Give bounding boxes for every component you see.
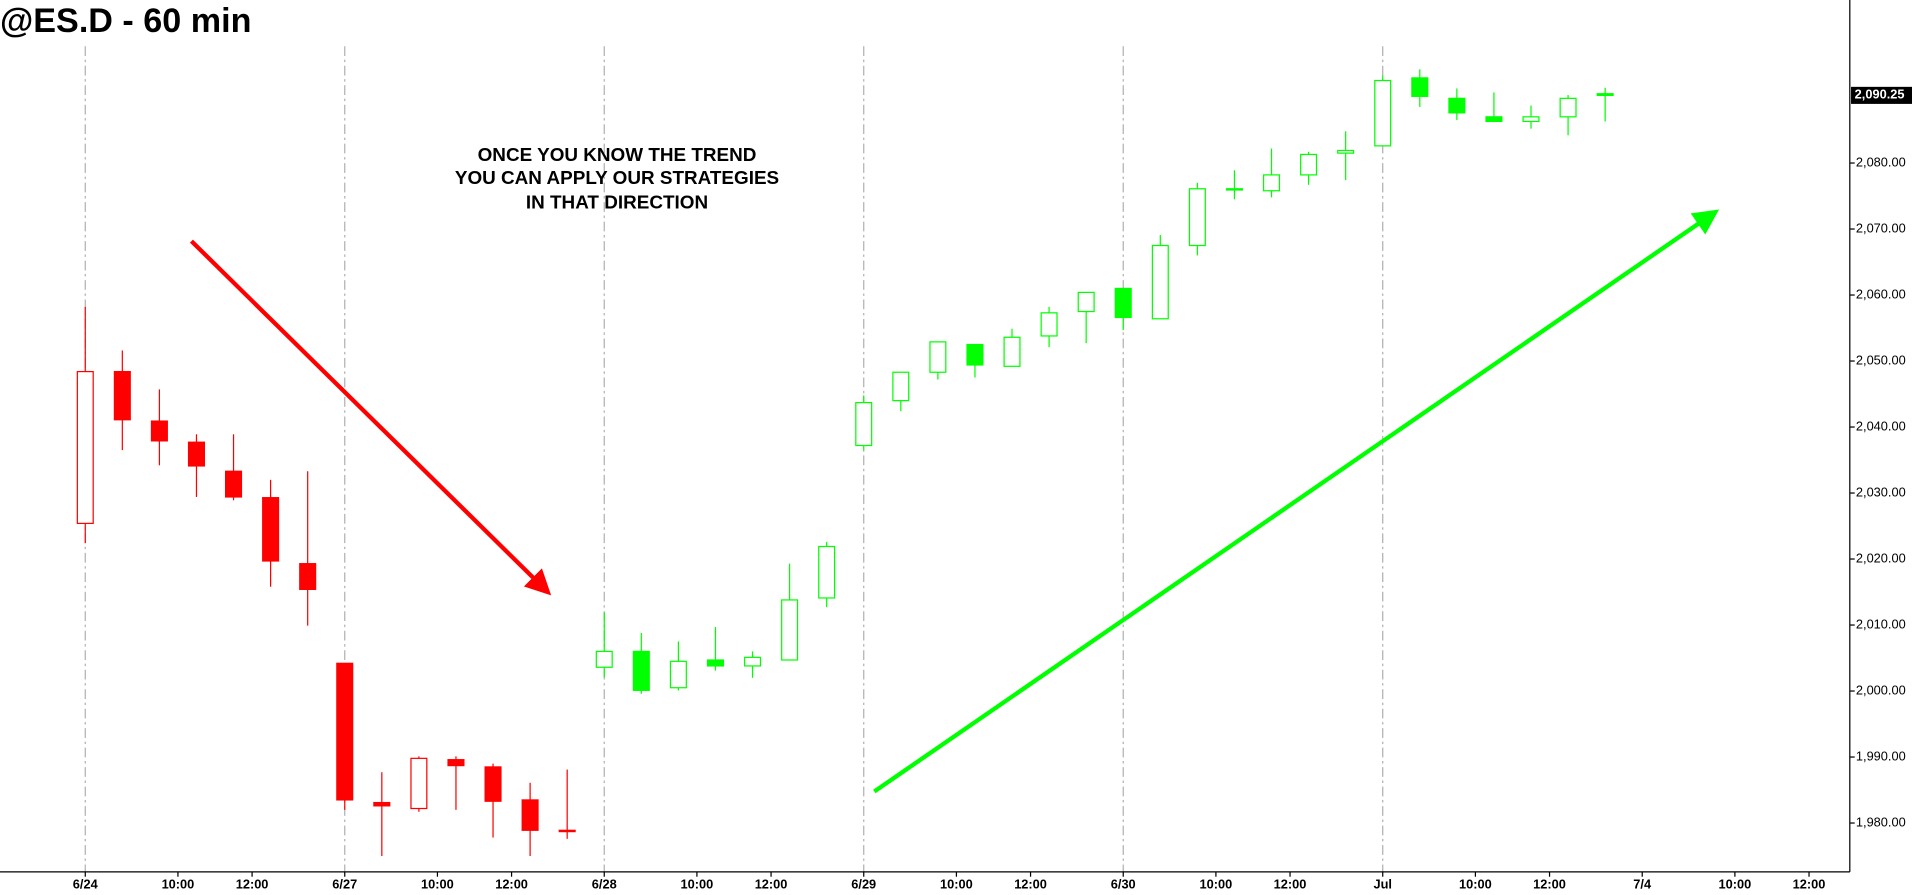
candle-body: [1225, 188, 1243, 191]
candle-body: [150, 420, 168, 442]
candle-body: [1300, 153, 1318, 176]
candle-body: [781, 599, 799, 661]
y-tick-label: 1,980.00: [1856, 814, 1906, 829]
candle-body: [1151, 244, 1169, 320]
x-tick-label: 10:00: [421, 877, 454, 892]
x-tick-label: 6/28: [592, 877, 617, 892]
candles: [76, 69, 1614, 857]
grid: [84, 46, 1384, 872]
trend-arrow-up: [873, 209, 1720, 794]
y-tick-label: 2,010.00: [1856, 616, 1906, 631]
candle-body: [892, 371, 910, 402]
candle-body: [632, 650, 650, 691]
x-tick-label: 10:00: [940, 877, 973, 892]
y-tick-label: 2,020.00: [1856, 550, 1906, 565]
candle-body: [113, 370, 131, 421]
x-tick-label: 6/29: [851, 877, 876, 892]
candle-body: [743, 656, 762, 667]
x-tick-label: 10:00: [681, 877, 714, 892]
candle-body: [1411, 77, 1429, 97]
candle-body: [855, 401, 873, 447]
x-tick-label: 12:00: [1014, 877, 1047, 892]
candle-body: [521, 799, 539, 831]
y-tick-label: 2,030.00: [1856, 484, 1906, 499]
candle-body: [187, 441, 206, 467]
x-tick-label: 6/27: [332, 877, 357, 892]
candle-body: [966, 343, 984, 366]
x-tick-label: 10:00: [1719, 877, 1752, 892]
y-tick-label: 2,040.00: [1856, 418, 1906, 433]
candle-body: [1003, 336, 1021, 367]
candle-body: [410, 757, 428, 810]
x-tick-label: 10:00: [1200, 877, 1233, 892]
y-tick-label: 1,990.00: [1856, 748, 1906, 763]
x-tick-label: 12:00: [1533, 877, 1566, 892]
x-tick-label: 7/4: [1633, 877, 1652, 892]
annotation-line: ONCE YOU KNOW THE TREND: [478, 145, 757, 166]
y-tick-label: 2,050.00: [1856, 352, 1906, 367]
axes: 6/24 10:00 12:00 6/27 10:00 12:00 6/28 10:00 12:…: [73, 87, 1912, 892]
candle-body: [1522, 116, 1540, 123]
last-price-label: 2,090.25: [1855, 87, 1905, 102]
candle-body: [1040, 312, 1058, 337]
chart-title: @ES.D - 60 min: [0, 2, 251, 40]
candle-body: [1596, 93, 1614, 96]
candle-body: [818, 545, 836, 599]
candle-body: [929, 341, 947, 373]
trend-arrow-down: [189, 239, 552, 596]
x-tick-label: 10:00: [162, 877, 195, 892]
x-tick-label: 12:00: [495, 877, 528, 892]
x-tick-label: 10:00: [1459, 877, 1492, 892]
candle-body: [484, 766, 502, 802]
candle-body: [558, 829, 576, 833]
candle-body: [225, 470, 243, 498]
candle-body: [1374, 79, 1392, 147]
candle-body: [1337, 149, 1355, 154]
candle-body: [1077, 291, 1095, 313]
candle-body: [1559, 97, 1577, 118]
y-tick-label: 2,000.00: [1856, 682, 1906, 697]
candle-body: [669, 660, 687, 689]
x-tick-label: 6/24: [73, 877, 99, 892]
candle-body: [373, 801, 391, 807]
x-tick-label: 6/30: [1111, 877, 1136, 892]
x-tick-label: 12:00: [755, 877, 788, 892]
y-tick-label: 2,080.00: [1856, 154, 1906, 169]
candle-body: [1485, 116, 1503, 123]
x-tick-label: 12:00: [236, 877, 269, 892]
x-tick-label: 12:00: [1274, 877, 1307, 892]
candle-body: [595, 650, 613, 668]
last-price-box: [1851, 86, 1912, 104]
candle-body: [336, 662, 354, 801]
x-tick-label: Jul: [1373, 877, 1391, 892]
annotation-line: IN THAT DIRECTION: [526, 192, 708, 213]
candle-body: [76, 370, 94, 524]
candle-body: [1114, 287, 1132, 319]
candle-body: [1448, 97, 1466, 114]
x-tick-label: 12:00: [1793, 877, 1826, 892]
candle-body: [1188, 188, 1206, 247]
candle-body: [447, 759, 465, 767]
candle-body: [1262, 174, 1281, 192]
y-tick-label: 2,070.00: [1856, 220, 1906, 235]
annotation-line: YOU CAN APPLY OUR STRATEGIES: [455, 168, 779, 189]
candle-body: [706, 659, 724, 667]
y-tick-label: 2,060.00: [1856, 286, 1906, 301]
candle-body: [262, 497, 280, 562]
candle-body: [299, 563, 317, 590]
